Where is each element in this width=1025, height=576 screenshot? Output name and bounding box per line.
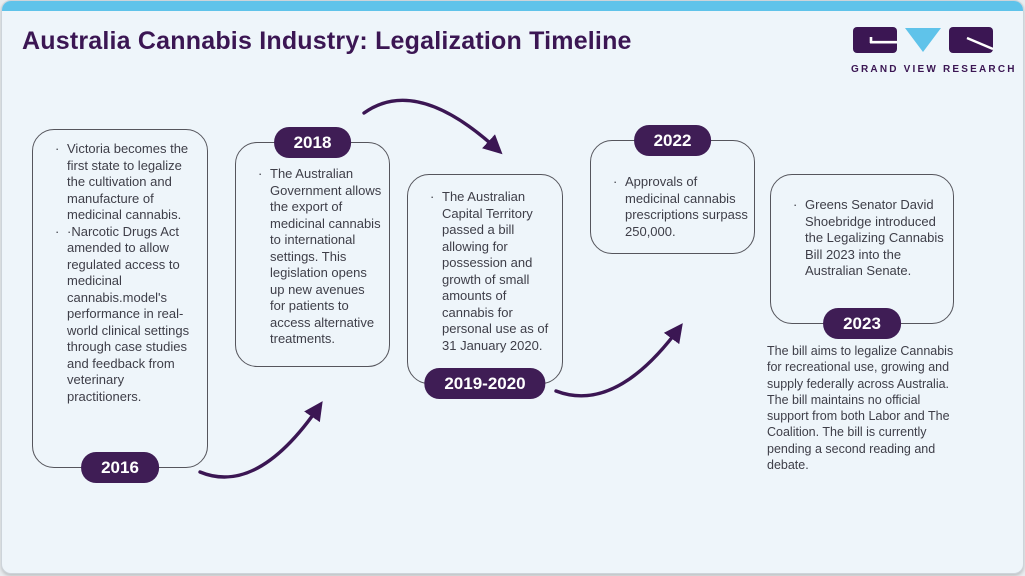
- year-badge-2016: 2016: [81, 452, 159, 483]
- g-block-icon: [853, 27, 897, 53]
- brand-logo: GRAND VIEW RESEARCH: [851, 25, 1017, 75]
- year-badge-2022: 2022: [633, 125, 712, 156]
- timeline-card-2022: 2022 Approvals of medicinal cannabis pre…: [590, 125, 755, 254]
- bullet-list: The Australian Capital Territory passed …: [408, 175, 562, 354]
- timeline-card-2018: 2018 The Australian Government allows th…: [235, 127, 390, 367]
- bullet-item: ·Narcotic Drugs Act amended to allow reg…: [47, 224, 199, 406]
- brand-name: GRAND VIEW RESEARCH: [851, 64, 1017, 75]
- bullet-list: Victoria becomes the first state to lega…: [33, 130, 207, 405]
- bullet-item: The Australian Capital Territory passed …: [422, 189, 556, 354]
- footnote-2023: The bill aims to legalize Cannabis for r…: [767, 344, 954, 473]
- page-title: Australia Cannabis Industry: Legalizatio…: [22, 27, 632, 55]
- bullet-list: The Australian Government allows the exp…: [236, 143, 389, 348]
- gvr-logo-icon: [853, 27, 994, 53]
- bullet-item: Approvals of medicinal cannabis prescrip…: [605, 174, 748, 240]
- arrow-2016-to-2018-icon: [198, 401, 323, 479]
- v-triangle-icon: [905, 28, 941, 52]
- arrow-2019-to-2023-icon: [554, 323, 683, 398]
- year-badge-2023: 2023: [823, 308, 901, 339]
- bullet-item: The Australian Government allows the exp…: [250, 166, 383, 348]
- timeline-card-2019-2020: The Australian Capital Territory passed …: [407, 174, 563, 399]
- timeline-card-2016: Victoria becomes the first state to lega…: [32, 129, 208, 483]
- year-badge-2018: 2018: [273, 127, 352, 158]
- timeline-card-2023: Greens Senator David Shoebridge introduc…: [770, 174, 954, 339]
- top-accent-bar: [2, 1, 1023, 11]
- year-badge-2019-2020: 2019-2020: [424, 368, 546, 399]
- bullet-list: Greens Senator David Shoebridge introduc…: [771, 175, 953, 280]
- bullet-list: Approvals of medicinal cannabis prescrip…: [591, 141, 754, 240]
- bullet-item: Victoria becomes the first state to lega…: [47, 141, 199, 224]
- bullet-item: Greens Senator David Shoebridge introduc…: [785, 197, 947, 280]
